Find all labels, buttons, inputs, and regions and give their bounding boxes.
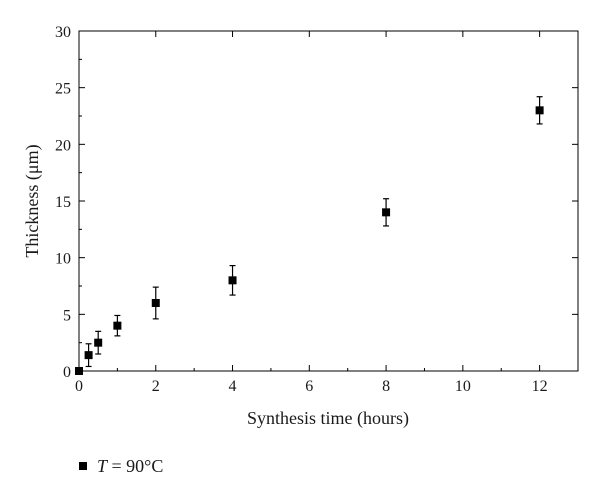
legend: T = 90°C [79,456,163,476]
y-tick-label: 30 [55,24,71,41]
data-point [382,208,391,217]
data-point [113,321,122,330]
data-point [535,106,544,115]
x-tick-label: 6 [305,378,313,395]
y-tick-label: 20 [55,137,71,154]
x-tick-label: 2 [152,378,160,395]
error-bars [85,96,543,368]
x-tick-label: 0 [75,378,83,395]
data-markers [75,106,544,375]
data-point [84,351,93,360]
y-tick-label: 5 [63,307,71,324]
data-point [151,299,160,307]
y-tick-label: 10 [55,251,71,268]
legend-variable: T [97,456,109,476]
x-tick-label: 4 [229,378,237,395]
data-point [75,367,83,375]
data-point [94,338,103,347]
y-axis-title: Thickness (μm) [22,144,43,257]
y-tick-label: 15 [55,194,71,211]
x-axis-ticks: 0 2 4 6 8 10 12 [75,31,548,395]
y-axis-ticks: 0 5 10 15 20 25 30 [55,24,578,381]
x-tick-label: 8 [382,378,390,395]
plot-area [78,30,579,372]
legend-marker [79,462,87,470]
y-tick-label: 0 [63,364,71,381]
data-point [228,276,237,285]
plot-frame [78,30,579,372]
x-axis-title: Synthesis time (hours) [247,408,409,429]
y-tick-label: 25 [55,81,71,98]
x-tick-label: 10 [455,378,471,395]
legend-label: T = 90°C [97,456,163,476]
legend-value: = 90°C [107,456,163,476]
x-tick-label: 12 [532,378,548,395]
